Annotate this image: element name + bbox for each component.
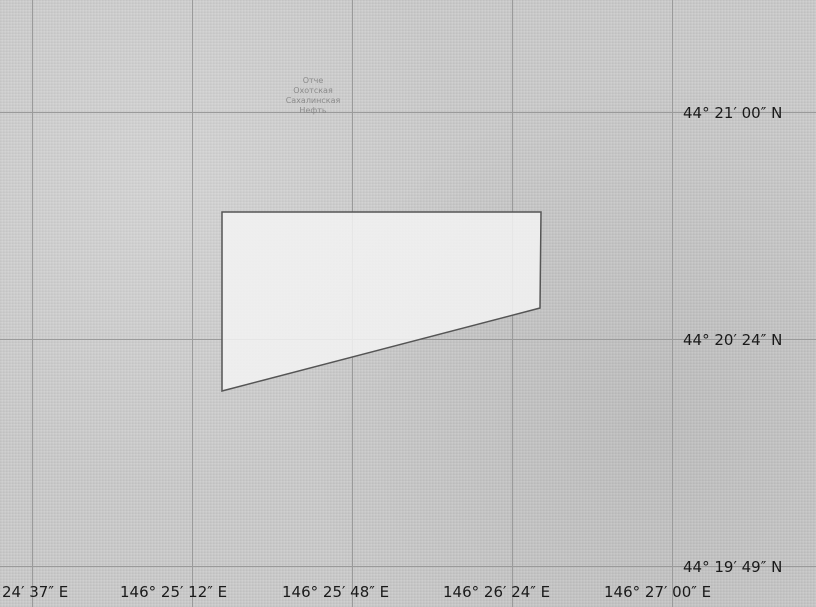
meridian-line <box>672 0 673 607</box>
longitude-label: 24′ 37″ E <box>2 583 69 601</box>
parallel-line <box>0 112 816 113</box>
selected-area-polygon[interactable] <box>221 211 542 392</box>
longitude-label: 146° 27′ 00″ E <box>604 583 712 601</box>
place-label-line: Охотская <box>293 86 333 95</box>
meridian-line <box>32 0 33 607</box>
meridian-line <box>192 0 193 607</box>
longitude-label: 146° 25′ 48″ E <box>282 583 390 601</box>
parallel-line <box>0 566 816 567</box>
place-label: Отче Охотская Сахалинская Нефть <box>268 76 358 116</box>
latitude-label: 44° 20′ 24″ N <box>683 331 783 349</box>
place-label-line: Сахалинская <box>285 96 341 105</box>
place-label-line: Отче <box>302 76 324 85</box>
place-label-line: Нефть <box>299 106 327 115</box>
longitude-label: 146° 26′ 24″ E <box>443 583 551 601</box>
latitude-label: 44° 19′ 49″ N <box>683 558 783 576</box>
latitude-label: 44° 21′ 00″ N <box>683 104 783 122</box>
longitude-label: 146° 25′ 12″ E <box>120 583 228 601</box>
